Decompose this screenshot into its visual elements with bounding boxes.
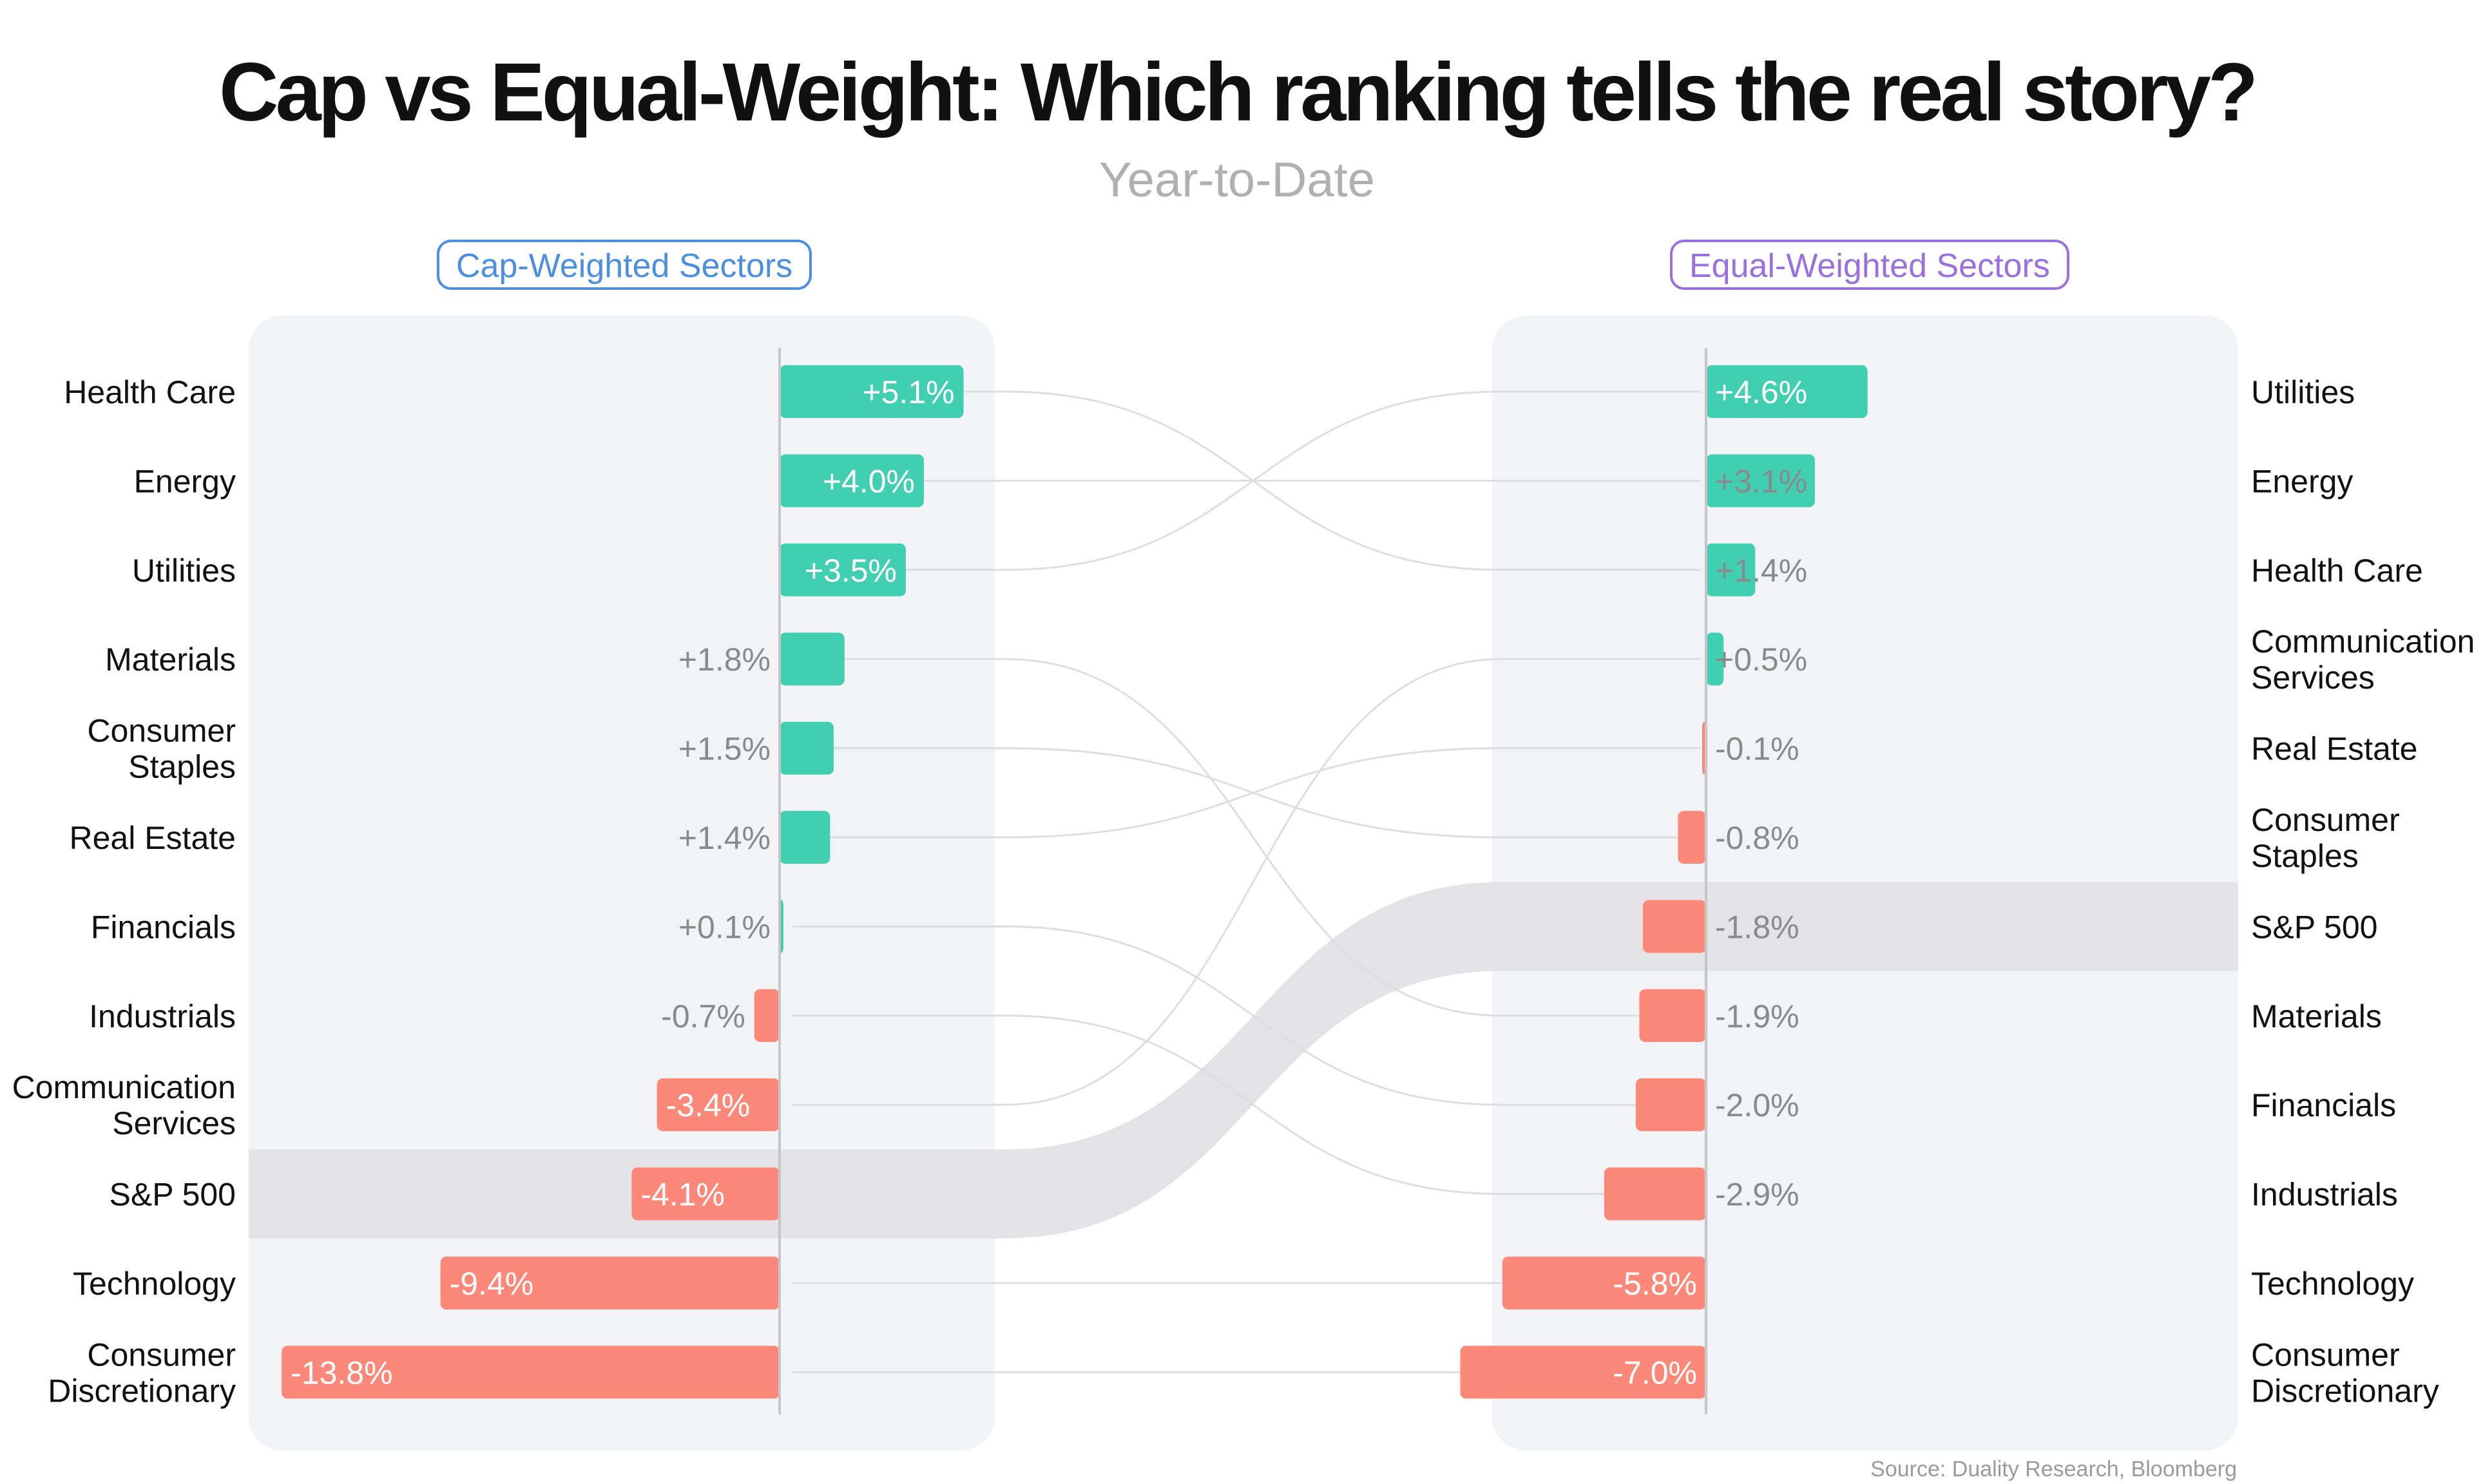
cap-value-label-sp-500: -4.1%	[640, 1177, 725, 1213]
equal-category-label-consumer-discretionary: Consumer Discretionary	[2251, 1337, 2439, 1409]
cap-value-label-technology: -9.4%	[450, 1266, 534, 1302]
equal-bar-communication-services	[1706, 633, 1724, 686]
cap-category-label-consumer-discretionary: Consumer Discretionary	[48, 1337, 236, 1409]
cap-value-label-consumer-staples: +1.5%	[678, 731, 771, 767]
cap-value-label-utilities: +3.5%	[805, 553, 897, 589]
equal-category-label-communication-services: Communication Services	[2251, 623, 2474, 696]
cap-category-label-energy: Energy	[134, 463, 236, 499]
equal-value-label-technology: -5.8%	[1613, 1266, 1697, 1302]
connector-materials	[792, 658, 1701, 1017]
cap-bar-consumer-discretionary	[282, 1346, 780, 1399]
equal-weighted-panel-title: Equal-Weighted Sectors	[1670, 240, 2069, 290]
equal-bar-industrials	[1604, 1167, 1706, 1221]
cap-bar-consumer-staples	[780, 721, 834, 775]
equal-value-label-sp-500: -1.8%	[1715, 909, 1799, 945]
cap-value-label-materials: +1.8%	[678, 642, 771, 678]
equal-value-label-materials: -1.9%	[1715, 998, 1799, 1034]
cap-category-label-consumer-staples: Consumer Staples	[87, 713, 236, 785]
benchmark-band	[249, 882, 2238, 1239]
cap-value-label-financials: +0.1%	[678, 909, 771, 945]
equal-category-label-industrials: Industrials	[2251, 1177, 2398, 1213]
cap-category-label-materials: Materials	[105, 642, 236, 678]
equal-value-label-utilities: +4.6%	[1715, 374, 1807, 410]
equal-bar-health-care	[1706, 543, 1756, 596]
connector-financials	[792, 925, 1701, 1106]
equal-category-label-consumer-staples: Consumer Staples	[2251, 802, 2400, 874]
source-note: Source: Duality Research, Bloomberg	[1870, 1457, 2237, 1481]
cap-category-label-utilities: Utilities	[132, 553, 236, 589]
cap-bar-energy	[780, 454, 924, 508]
cap-category-label-technology: Technology	[73, 1266, 236, 1302]
cap-weighted-panel-title: Cap-Weighted Sectors	[437, 240, 812, 290]
equal-bar-consumer-discretionary	[1460, 1346, 1706, 1399]
equal-value-label-consumer-staples: -0.8%	[1715, 820, 1799, 856]
equal-category-label-line: Discretionary	[2251, 1373, 2439, 1409]
equal-category-label-materials: Materials	[2251, 998, 2382, 1034]
chart-subtitle: Year-to-Date	[1098, 153, 1376, 207]
cap-category-label-line: Discretionary	[48, 1373, 236, 1409]
cap-bar-communication-services	[657, 1078, 780, 1132]
equal-category-label-line: Consumer	[2251, 802, 2400, 838]
cap-category-label-sp-500: S&P 500	[110, 1177, 236, 1213]
equal-category-label-line: Staples	[2251, 838, 2359, 874]
cap-bar-technology	[440, 1257, 780, 1309]
cap-bar-health-care	[780, 365, 964, 418]
equal-value-label-communication-services: +0.5%	[1715, 642, 1807, 678]
equal-value-label-energy: +3.1%	[1715, 463, 1807, 499]
cap-category-label-line: Consumer	[87, 713, 236, 749]
cap-category-label-real-estate: Real Estate	[70, 820, 236, 856]
chart-title: Cap vs Equal-Weight: Which ranking tells…	[219, 46, 2258, 138]
equal-value-label-real-estate: -0.1%	[1715, 731, 1799, 767]
cap-category-label-line: Services	[112, 1105, 236, 1141]
equal-bar-consumer-staples	[1678, 811, 1706, 864]
equal-bar-energy	[1706, 454, 1815, 508]
cap-category-label-line: Communication	[12, 1069, 236, 1105]
connector-utilities	[792, 390, 1701, 571]
connector-real-estate	[792, 747, 1701, 839]
equal-bar-financials	[1636, 1078, 1706, 1132]
cap-category-label-communication-services: Communication Services	[12, 1069, 236, 1141]
equal-category-label-line: Services	[2251, 660, 2375, 696]
cap-value-label-industrials: -0.7%	[661, 998, 745, 1034]
equal-category-label-real-estate: Real Estate	[2251, 731, 2417, 767]
cap-value-label-health-care: +5.1%	[862, 374, 954, 410]
cap-bar-materials	[780, 633, 845, 686]
equal-value-label-health-care: +1.4%	[1715, 553, 1807, 589]
equal-category-label-line: Consumer	[2251, 1337, 2400, 1373]
equal-category-label-health-care: Health Care	[2251, 553, 2423, 589]
connector-communication-services	[792, 658, 1701, 1106]
cap-bar-real-estate	[780, 811, 830, 864]
cap-bar-sp-500	[631, 1167, 780, 1221]
cap-bar-industrials	[754, 989, 780, 1042]
cap-category-label-line: Staples	[128, 749, 236, 785]
equal-bar-utilities	[1706, 365, 1868, 418]
equal-value-label-industrials: -2.9%	[1715, 1177, 1799, 1213]
equal-value-label-consumer-discretionary: -7.0%	[1613, 1355, 1697, 1391]
cap-value-label-energy: +4.0%	[823, 463, 915, 499]
equal-bar-technology	[1502, 1257, 1706, 1309]
equal-category-label-energy: Energy	[2251, 463, 2353, 499]
equal-category-label-utilities: Utilities	[2251, 374, 2355, 410]
cap-category-label-health-care: Health Care	[64, 374, 236, 410]
equal-category-label-line: Communication	[2251, 623, 2474, 660]
equal-category-label-sp-500: S&P 500	[2251, 909, 2377, 945]
equal-value-label-financials: -2.0%	[1715, 1087, 1799, 1123]
equal-category-label-technology: Technology	[2251, 1266, 2414, 1302]
equal-category-label-financials: Financials	[2251, 1087, 2396, 1123]
cap-category-label-line: Consumer	[87, 1337, 236, 1373]
equal-bar-sp-500	[1642, 900, 1706, 953]
connector-industrials	[792, 1014, 1701, 1195]
equal-bar-materials	[1639, 989, 1706, 1042]
cap-value-label-real-estate: +1.4%	[678, 820, 771, 856]
cap-category-label-industrials: Industrials	[89, 998, 236, 1034]
cap-bar-utilities	[780, 543, 906, 596]
cap-category-label-financials: Financials	[91, 909, 236, 945]
cap-value-label-consumer-discretionary: -13.8%	[291, 1355, 392, 1391]
cap-value-label-communication-services: -3.4%	[666, 1087, 751, 1123]
